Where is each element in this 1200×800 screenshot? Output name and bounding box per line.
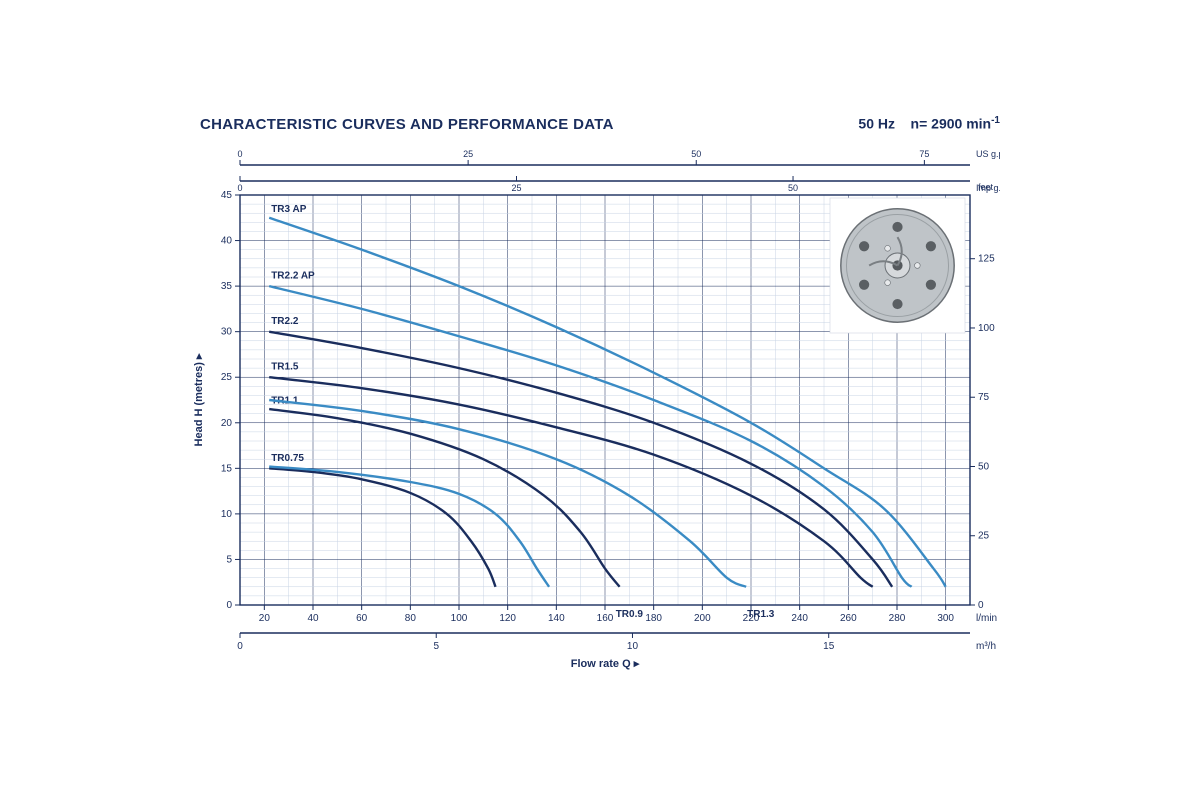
svg-text:125: 125 <box>978 254 995 265</box>
svg-text:300: 300 <box>937 613 954 624</box>
svg-text:25: 25 <box>512 183 522 193</box>
svg-text:Head H (metres) ▸: Head H (metres) ▸ <box>193 353 205 446</box>
svg-text:240: 240 <box>791 613 808 624</box>
freq-label: 50 Hz <box>858 116 895 132</box>
svg-text:40: 40 <box>221 236 233 247</box>
svg-text:40: 40 <box>307 613 319 624</box>
speed-sup: -1 <box>991 115 1000 126</box>
svg-text:0: 0 <box>237 150 242 159</box>
curve-TR0.75 <box>269 468 495 586</box>
curve-TR1.1 <box>269 409 619 587</box>
svg-text:50: 50 <box>691 150 701 159</box>
svg-text:120: 120 <box>499 613 516 624</box>
svg-text:TR1.5: TR1.5 <box>271 362 299 373</box>
svg-text:5: 5 <box>433 641 439 652</box>
svg-text:Flow rate Q ▸: Flow rate Q ▸ <box>571 658 640 670</box>
svg-text:20: 20 <box>259 613 271 624</box>
svg-text:75: 75 <box>978 392 990 403</box>
svg-text:140: 140 <box>548 613 565 624</box>
svg-text:25: 25 <box>978 531 990 542</box>
svg-text:TR0.75: TR0.75 <box>271 453 304 464</box>
chart-svg: 0510152025303540450255075100125feet20406… <box>190 150 1000 670</box>
svg-text:TR0.9: TR0.9 <box>616 609 644 620</box>
speed-label: n= 2900 min <box>911 116 992 132</box>
svg-text:TR1.3: TR1.3 <box>747 609 775 620</box>
svg-text:US g.p.m.: US g.p.m. <box>976 150 1000 159</box>
svg-text:l/min: l/min <box>976 613 997 624</box>
title-right: 50 Hz n= 2900 min-1 <box>858 115 1000 132</box>
svg-text:80: 80 <box>405 613 417 624</box>
svg-text:200: 200 <box>694 613 711 624</box>
svg-text:0: 0 <box>226 600 232 611</box>
svg-text:160: 160 <box>597 613 614 624</box>
svg-text:25: 25 <box>463 150 473 159</box>
svg-text:75: 75 <box>919 150 929 159</box>
svg-text:50: 50 <box>978 461 990 472</box>
svg-text:35: 35 <box>221 281 233 292</box>
svg-text:260: 260 <box>840 613 857 624</box>
svg-text:280: 280 <box>889 613 906 624</box>
svg-text:0: 0 <box>237 641 243 652</box>
svg-text:TR2.2 AP: TR2.2 AP <box>271 271 315 282</box>
svg-text:30: 30 <box>221 327 233 338</box>
svg-text:45: 45 <box>221 190 233 201</box>
svg-text:50: 50 <box>788 183 798 193</box>
svg-text:0: 0 <box>978 600 984 611</box>
svg-text:60: 60 <box>356 613 368 624</box>
page: CHARACTERISTIC CURVES AND PERFORMANCE DA… <box>0 0 1200 800</box>
svg-text:5: 5 <box>226 554 232 565</box>
svg-text:15: 15 <box>221 463 233 474</box>
chart: 0510152025303540450255075100125feet20406… <box>190 150 1000 670</box>
svg-text:0: 0 <box>237 183 242 193</box>
svg-text:25: 25 <box>221 372 233 383</box>
svg-text:100: 100 <box>451 613 468 624</box>
svg-text:10: 10 <box>221 509 233 520</box>
svg-text:TR3 AP: TR3 AP <box>271 204 307 215</box>
svg-text:Imp g.p.m.: Imp g.p.m. <box>976 183 1000 193</box>
svg-text:180: 180 <box>645 613 662 624</box>
svg-text:10: 10 <box>627 641 639 652</box>
svg-text:15: 15 <box>823 641 835 652</box>
title-row: CHARACTERISTIC CURVES AND PERFORMANCE DA… <box>200 115 1000 133</box>
svg-text:100: 100 <box>978 323 995 334</box>
impeller-inset <box>830 198 965 333</box>
svg-text:m³/h: m³/h <box>976 641 996 652</box>
page-title: CHARACTERISTIC CURVES AND PERFORMANCE DA… <box>200 116 614 133</box>
svg-text:TR2.2: TR2.2 <box>271 316 299 327</box>
svg-text:20: 20 <box>221 418 233 429</box>
